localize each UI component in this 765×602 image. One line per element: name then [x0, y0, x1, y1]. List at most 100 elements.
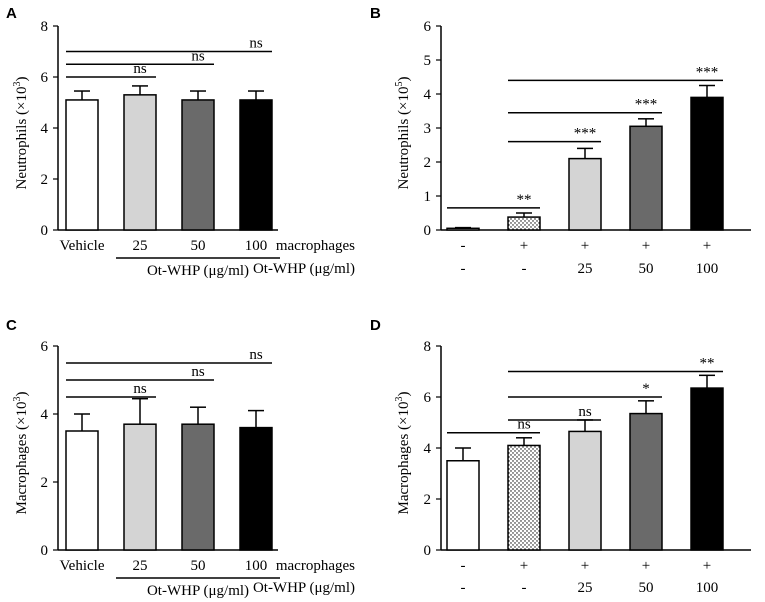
y-tick-label: 2 — [424, 155, 432, 171]
significance-label: ns — [191, 364, 205, 380]
bar — [65, 430, 99, 551]
row-value: + — [581, 238, 589, 254]
significance-label: ns — [191, 48, 205, 64]
row-label: macrophages — [276, 238, 355, 254]
panel-letter: D — [370, 317, 381, 334]
row-value: - — [461, 261, 466, 277]
significance-label: *** — [696, 64, 719, 80]
row-value: + — [520, 558, 528, 574]
x-tick-label: 25 — [133, 558, 148, 574]
significance-label: ns — [133, 381, 147, 397]
y-tick-label: 6 — [41, 70, 49, 86]
bar — [629, 125, 663, 231]
bar — [629, 412, 663, 551]
y-axis-label-close: ) — [14, 76, 30, 81]
row-value: 100 — [696, 580, 719, 596]
row-value: 25 — [578, 261, 593, 277]
significance-label: *** — [574, 126, 597, 142]
y-tick-label: 6 — [424, 390, 432, 406]
y-tick-label: 0 — [41, 543, 49, 559]
significance-label: * — [642, 381, 650, 397]
significance-label: *** — [635, 97, 658, 113]
x-tick-label: 100 — [245, 238, 268, 254]
bar — [507, 444, 541, 551]
y-tick-label: 1 — [424, 189, 432, 205]
panel-letter: A — [6, 5, 17, 22]
y-tick-label: 0 — [41, 223, 49, 239]
y-axis-label-text: Macrophages (×10 — [14, 401, 30, 514]
y-tick-label: 8 — [424, 339, 432, 355]
significance-label: ** — [700, 356, 715, 372]
panel-a: A 0 2 4 6 8 Neutrophils (×103) ns ns ns Vehicle 25 5… — [6, 5, 280, 279]
y-axis-label-exponent: 3 — [12, 396, 23, 401]
row-value: 25 — [578, 580, 593, 596]
y-tick-label: 0 — [424, 223, 432, 239]
row-label: Ot-WHP (μg/ml) — [253, 580, 355, 596]
row-value: - — [522, 261, 527, 277]
bar — [181, 99, 215, 231]
significance-label: ns — [249, 347, 263, 363]
bar — [123, 94, 157, 231]
row-value: + — [520, 238, 528, 254]
y-tick-label: 5 — [424, 53, 432, 69]
row-value: + — [581, 558, 589, 574]
bar — [239, 99, 273, 231]
bar — [690, 96, 724, 231]
row-value: 100 — [696, 261, 719, 277]
significance-label: ns — [578, 404, 592, 420]
y-tick-label: 4 — [424, 87, 432, 103]
y-axis-label-text: Neutrophils (×10 — [14, 86, 30, 189]
row-value: + — [703, 558, 711, 574]
row-value: 50 — [639, 261, 654, 277]
y-axis-label-text: Macrophages (×10 — [396, 401, 412, 514]
y-axis-label: Neutrophils (×105) — [394, 76, 412, 189]
y-axis-label-close: ) — [396, 391, 412, 396]
y-axis-label-exponent: 3 — [394, 396, 405, 401]
y-tick-label: 4 — [424, 441, 432, 457]
significance-label: ** — [517, 192, 532, 208]
panel-c: C 0 2 4 6 Macrophages (×103) ns ns ns Vehicle 25 50… — [6, 317, 280, 599]
bar — [568, 157, 602, 231]
x-tick-label: 100 — [245, 558, 268, 574]
x-tick-label: Vehicle — [60, 558, 105, 574]
row-value: - — [461, 238, 466, 254]
row-value: 50 — [639, 580, 654, 596]
panel-letter: B — [370, 5, 381, 22]
y-tick-label: 8 — [41, 19, 49, 35]
y-axis-label: Neutrophils (×103) — [12, 76, 30, 189]
row-value: - — [461, 558, 466, 574]
significance-label: ns — [249, 36, 263, 52]
significance-label: ns — [133, 61, 147, 77]
y-tick-label: 3 — [424, 121, 432, 137]
x-tick-label: 50 — [191, 558, 206, 574]
bar — [507, 216, 541, 231]
row-value: + — [642, 238, 650, 254]
y-tick-label: 4 — [41, 407, 49, 423]
y-tick-label: 6 — [424, 19, 432, 35]
x-tick-label: 25 — [133, 238, 148, 254]
row-value: - — [522, 580, 527, 596]
bar — [65, 99, 99, 231]
bar — [123, 423, 157, 551]
bar — [181, 423, 215, 551]
group-label: Ot-WHP (μg/ml) — [147, 263, 249, 279]
x-tick-label: Vehicle — [60, 238, 105, 254]
bar — [568, 430, 602, 551]
row-value: + — [642, 558, 650, 574]
y-axis-label-text: Neutrophils (×10 — [396, 86, 412, 189]
y-tick-label: 2 — [41, 475, 49, 491]
significance-label: ns — [517, 417, 531, 433]
y-tick-label: 2 — [424, 492, 432, 508]
row-value: - — [461, 580, 466, 596]
group-label: Ot-WHP (μg/ml) — [147, 583, 249, 599]
y-tick-label: 0 — [424, 543, 432, 559]
y-axis-label-exponent: 5 — [394, 81, 405, 86]
panel-letter: C — [6, 317, 17, 334]
bar — [690, 387, 724, 551]
row-label: macrophages — [276, 558, 355, 574]
row-label: Ot-WHP (μg/ml) — [253, 261, 355, 277]
x-tick-label: 50 — [191, 238, 206, 254]
